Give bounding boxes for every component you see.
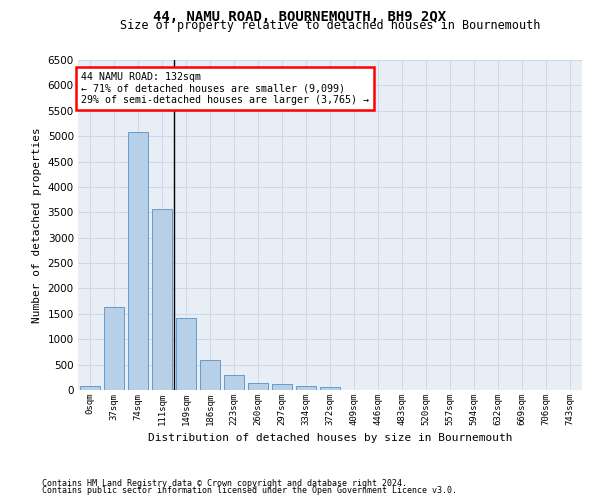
Bar xyxy=(104,307,124,390)
Bar xyxy=(128,132,148,390)
Text: Contains public sector information licensed under the Open Government Licence v3: Contains public sector information licen… xyxy=(42,486,457,495)
Text: 44, NAMU ROAD, BOURNEMOUTH, BH9 2QX: 44, NAMU ROAD, BOURNEMOUTH, BH9 2QX xyxy=(154,10,446,24)
Bar xyxy=(272,384,292,390)
Bar xyxy=(320,388,340,390)
X-axis label: Distribution of detached houses by size in Bournemouth: Distribution of detached houses by size … xyxy=(148,434,512,444)
Text: 44 NAMU ROAD: 132sqm
← 71% of detached houses are smaller (9,099)
29% of semi-de: 44 NAMU ROAD: 132sqm ← 71% of detached h… xyxy=(80,72,368,105)
Bar xyxy=(224,376,244,390)
Bar xyxy=(200,360,220,390)
Text: Contains HM Land Registry data © Crown copyright and database right 2024.: Contains HM Land Registry data © Crown c… xyxy=(42,478,407,488)
Bar xyxy=(248,383,268,390)
Bar xyxy=(80,386,100,390)
Bar xyxy=(152,209,172,390)
Bar xyxy=(176,318,196,390)
Bar xyxy=(296,386,316,390)
Title: Size of property relative to detached houses in Bournemouth: Size of property relative to detached ho… xyxy=(120,20,540,32)
Y-axis label: Number of detached properties: Number of detached properties xyxy=(32,127,42,323)
